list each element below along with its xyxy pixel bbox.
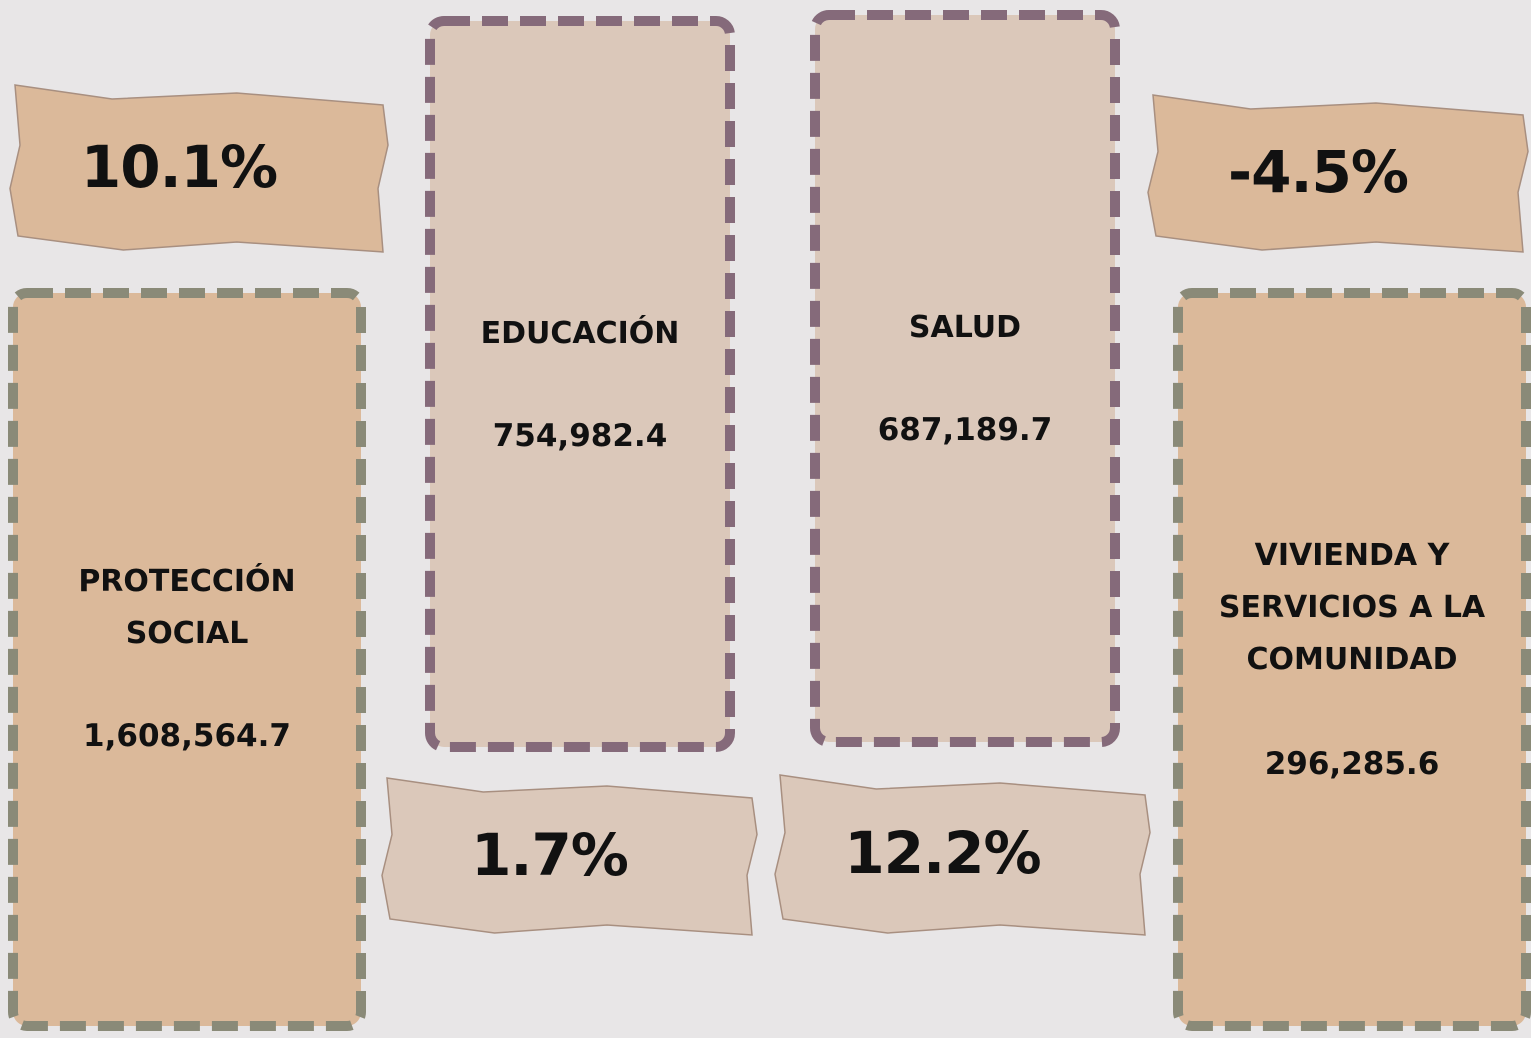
- card: [8, 288, 366, 1031]
- banner: [774, 774, 1151, 936]
- card-value: 754,982.4: [492, 418, 668, 454]
- card-value: 1,608,564.7: [83, 718, 291, 754]
- change-value: 12.2%: [844, 819, 1041, 887]
- card: [1173, 288, 1531, 1031]
- card: [425, 16, 735, 752]
- banner: [381, 777, 758, 936]
- card-label: SALUD: [908, 310, 1022, 345]
- card-value: 296,285.6: [1264, 746, 1440, 782]
- change-value: 1.7%: [471, 820, 629, 889]
- change-value: 10.1%: [80, 132, 278, 201]
- banner: [9, 84, 389, 253]
- card-label: PROTECCIÓN SOCIAL: [78, 564, 296, 651]
- change-value: -4.5%: [1228, 137, 1409, 206]
- card-value: 687,189.7: [877, 412, 1053, 448]
- card-label: EDUCACIÓN: [480, 316, 680, 351]
- banner: [1147, 94, 1529, 253]
- card-label: VIVIENDA Y SERVICIOS A LA COMUNIDAD: [1218, 538, 1486, 677]
- card: [810, 10, 1120, 747]
